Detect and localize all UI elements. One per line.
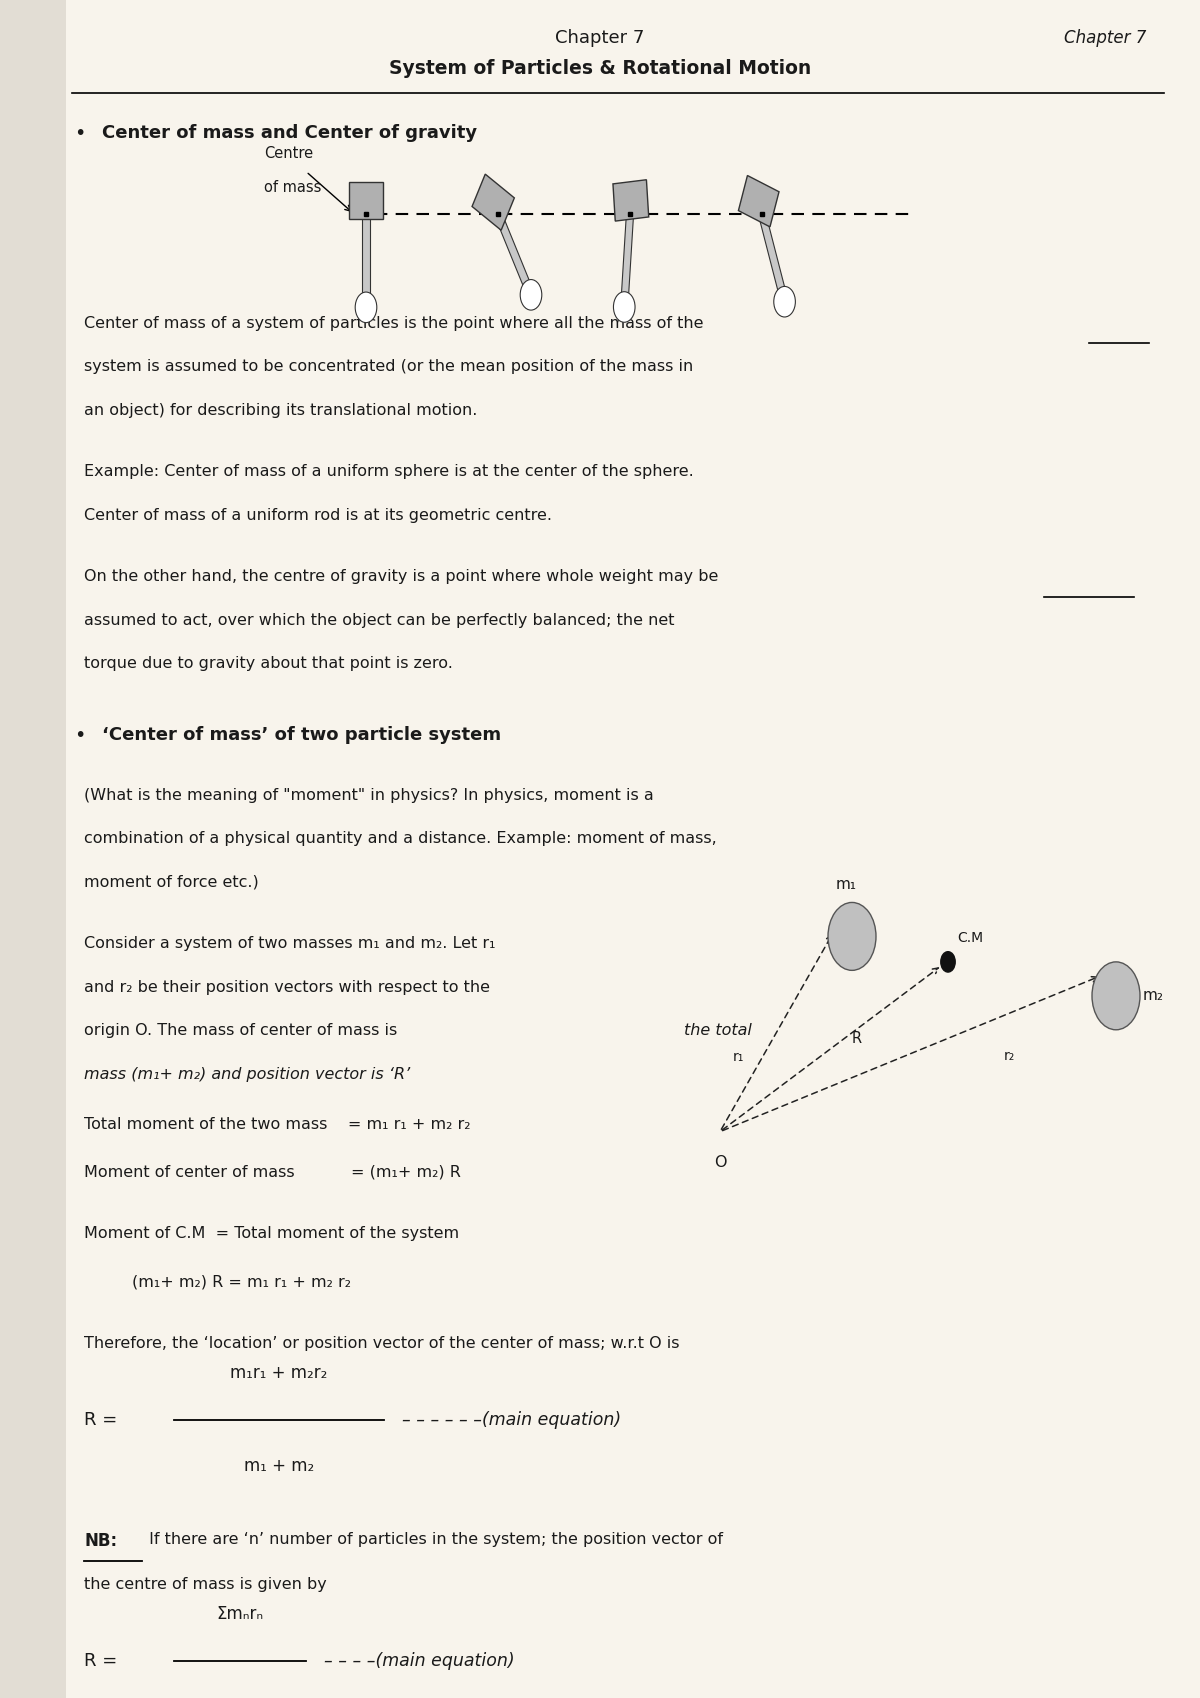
Text: Chapter 7: Chapter 7 [556,29,644,48]
Text: m₁: m₁ [835,878,857,891]
Text: Total moment of the two mass    = m₁ r₁ + m₂ r₂: Total moment of the two mass = m₁ r₁ + m… [84,1117,470,1133]
Text: R =: R = [84,1411,118,1428]
Text: torque due to gravity about that point is zero.: torque due to gravity about that point i… [84,655,452,671]
Text: •: • [74,124,85,143]
Text: r₂: r₂ [1003,1049,1015,1063]
Text: moment of force etc.): moment of force etc.) [84,874,259,890]
Text: R =: R = [84,1652,118,1669]
Circle shape [774,287,796,318]
Polygon shape [349,182,383,219]
Text: ‘Center of mass’ of two particle system: ‘Center of mass’ of two particle system [102,727,502,744]
Circle shape [828,902,876,970]
Text: R: R [852,1031,862,1046]
Text: O: O [714,1155,726,1170]
Text: of mass: of mass [264,180,322,195]
Circle shape [355,292,377,323]
Text: assumed to act, over which the object can be perfectly balanced; the net: assumed to act, over which the object ca… [84,613,674,628]
Text: m₂: m₂ [1142,988,1164,1004]
Text: an object) for describing its translational motion.: an object) for describing its translatio… [84,402,478,418]
Text: Therefore, the ‘location’ or position vector of the center of mass; w.r.t O is: Therefore, the ‘location’ or position ve… [84,1336,679,1350]
Text: – – – – – –(main equation): – – – – – –(main equation) [402,1411,622,1428]
Polygon shape [620,214,634,307]
Text: On the other hand, the centre of gravity is a point where whole weight may be: On the other hand, the centre of gravity… [84,569,719,584]
Circle shape [613,292,635,323]
Text: Center of mass and Center of gravity: Center of mass and Center of gravity [102,124,478,143]
Bar [0,0,66,1698]
Text: combination of a physical quantity and a distance. Example: moment of mass,: combination of a physical quantity and a… [84,832,716,846]
Text: m₁ + m₂: m₁ + m₂ [244,1457,314,1476]
Text: system is assumed to be concentrated (or the mean position of the mass in: system is assumed to be concentrated (or… [84,360,694,374]
Circle shape [1092,961,1140,1029]
Text: mass (m₁+ m₂) and position vector is ‘R’: mass (m₁+ m₂) and position vector is ‘R’ [84,1066,410,1082]
Text: the total: the total [684,1024,752,1037]
Text: r₁: r₁ [732,1051,744,1065]
Text: If there are ‘n’ number of particles in the system; the position vector of: If there are ‘n’ number of particles in … [144,1532,722,1547]
Text: – – – –(main equation): – – – –(main equation) [324,1652,515,1669]
Text: (m₁+ m₂) R = m₁ r₁ + m₂ r₂: (m₁+ m₂) R = m₁ r₁ + m₂ r₂ [132,1274,352,1289]
Text: Center of mass of a uniform rod is at its geometric centre.: Center of mass of a uniform rod is at it… [84,508,552,523]
Text: Consider a system of two masses m₁ and m₂. Let r₁: Consider a system of two masses m₁ and m… [84,936,496,951]
Polygon shape [758,212,788,304]
Text: System of Particles & Rotational Motion: System of Particles & Rotational Motion [389,59,811,78]
Text: Centre: Centre [264,146,313,161]
Text: Chapter 7: Chapter 7 [1063,29,1146,48]
Text: Moment of C.M  = Total moment of the system: Moment of C.M = Total moment of the syst… [84,1226,460,1241]
Polygon shape [362,214,370,307]
Text: Σmₙrₙ: Σmₙrₙ [216,1605,264,1623]
Text: •: • [74,727,85,745]
Text: origin O. The mass of center of mass is: origin O. The mass of center of mass is [84,1024,402,1037]
Text: Example: Center of mass of a uniform sphere is at the center of the sphere.: Example: Center of mass of a uniform sph… [84,464,694,479]
Circle shape [941,951,955,971]
Polygon shape [494,212,534,297]
Polygon shape [472,175,515,231]
Text: m₁r₁ + m₂r₂: m₁r₁ + m₂r₂ [230,1363,328,1382]
Text: NB:: NB: [84,1532,118,1550]
Circle shape [521,280,542,311]
Text: Moment of center of mass           = (m₁+ m₂) R: Moment of center of mass = (m₁+ m₂) R [84,1165,461,1180]
Polygon shape [613,180,649,221]
Polygon shape [738,175,779,228]
Text: and r₂ be their position vectors with respect to the: and r₂ be their position vectors with re… [84,980,490,995]
Text: Center of mass of a system of particles is the point where all the mass of the: Center of mass of a system of particles … [84,316,703,331]
Text: C.M: C.M [958,931,984,944]
Text: the centre of mass is given by: the centre of mass is given by [84,1577,326,1591]
Text: (What is the meaning of "moment" in physics? In physics, moment is a: (What is the meaning of "moment" in phys… [84,788,654,803]
